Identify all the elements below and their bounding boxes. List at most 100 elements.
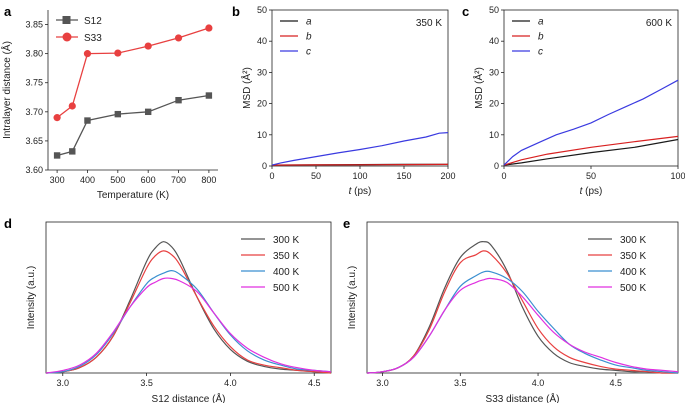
- panel-e-xtick-label: 4.0: [532, 378, 545, 388]
- panel-a-xlabel: Temperature (K): [97, 190, 169, 201]
- panel-b-ytick-label: 40: [257, 36, 267, 46]
- panel-d-frame: [45, 221, 332, 374]
- panel-a-xtick-label: 700: [171, 175, 186, 185]
- panel-b-ytick-label: 20: [257, 99, 267, 109]
- panel-c-xtick-label: 100: [670, 171, 685, 181]
- panel-d-ylabel: Intensity (a.u.): [26, 266, 37, 329]
- panel-label-a: a: [4, 4, 12, 19]
- panel-c-xlabel: t (ps): [580, 186, 603, 197]
- panel-c-xtick-label: 50: [586, 171, 596, 181]
- panel-label-e: e: [343, 216, 350, 231]
- data-point-S12: [53, 152, 61, 159]
- panel-e-ylabel: Intensity (a.u.): [347, 266, 358, 329]
- data-point-S12: [144, 108, 152, 116]
- legend-label-S12: S12: [84, 16, 102, 27]
- legend-label-300K: 300 K: [273, 235, 299, 246]
- panel-a-ytick-label: 3.65: [25, 136, 43, 146]
- panel-c-ylabel: MSD (Å²): [472, 67, 485, 109]
- panel-a-xtick-label: 400: [80, 175, 95, 185]
- data-point-S33: [174, 34, 183, 42]
- data-point-S33: [83, 50, 92, 58]
- panel-e-xtick-label: 3.0: [376, 378, 389, 388]
- panel-b-ytick-label: 30: [257, 67, 267, 77]
- legend-label-350K: 350 K: [273, 251, 299, 262]
- legend-label-500K: 500 K: [620, 283, 646, 294]
- panel-a-xtick-label: 500: [110, 175, 125, 185]
- panel-b-ytick-label: 10: [257, 130, 267, 140]
- panel-c-annotation: 600 K: [646, 18, 672, 29]
- panel-c-xlabel-unit: (ps): [582, 186, 602, 197]
- legend-label-a: a: [306, 17, 312, 28]
- data-point-S12: [175, 96, 182, 104]
- panel-d-xtick-label: 3.0: [57, 378, 70, 388]
- panel-b-ytick-label: 0: [262, 161, 267, 171]
- panel-c-xlabel-var: t: [580, 186, 584, 197]
- panel-d-xlabel: S12 distance (Å): [152, 392, 226, 403]
- panel-b-ytick-label: 50: [257, 5, 267, 15]
- legend-marker-S33: [62, 32, 72, 42]
- panel-e-xtick-label: 4.5: [610, 378, 623, 388]
- panel-b-xlabel-var: t: [349, 186, 353, 197]
- panel-b-xtick-label: 150: [396, 171, 411, 181]
- panel-d-xtick-label: 3.5: [140, 378, 153, 388]
- panel-b-annotation: 350 K: [416, 18, 442, 29]
- panel-a-ytick-label: 3.60: [25, 165, 43, 175]
- series-line-c: [271, 132, 449, 166]
- data-point-S33: [68, 102, 76, 110]
- panel-a-ytick-label: 3.80: [25, 49, 43, 59]
- series-line-350K: [366, 250, 679, 374]
- panel-b-xtick-label: 50: [311, 171, 321, 181]
- panel-a-xtick-label: 300: [50, 175, 65, 185]
- panel-b-xtick-label: 0: [269, 171, 274, 181]
- legend-label-a: a: [538, 17, 544, 28]
- data-point-S12: [84, 117, 91, 124]
- legend-label-c: c: [538, 47, 543, 58]
- panel-label-b: b: [232, 4, 240, 19]
- data-point-S33: [205, 24, 213, 32]
- series-line-500K: [45, 277, 332, 374]
- panel-b-xtick-label: 200: [440, 171, 455, 181]
- panel-a-ytick-label: 3.75: [25, 78, 43, 88]
- panel-c-ytick-label: 40: [489, 36, 499, 46]
- panel-b-xlabel-unit: (ps): [351, 186, 371, 197]
- legend-label-400K: 400 K: [273, 267, 299, 278]
- legend-marker-S12: [62, 16, 71, 24]
- panel-c-ytick-label: 30: [489, 67, 499, 77]
- panel-c-ytick-label: 50: [489, 5, 499, 15]
- series-line-a: [503, 138, 679, 166]
- series-line-500K: [366, 277, 679, 374]
- series-line-350K: [45, 250, 332, 374]
- legend-label-c: c: [306, 47, 311, 58]
- panel-d-xtick-label: 4.5: [308, 378, 321, 388]
- legend-label-300K: 300 K: [620, 235, 646, 246]
- panel-a-ytick-label: 3.85: [25, 20, 43, 30]
- panel-e-xlabel: S33 distance (Å): [486, 392, 560, 403]
- series-line-b: [271, 163, 449, 166]
- panel-b-xtick-label: 100: [352, 171, 367, 181]
- panel-a-ytick-label: 3.70: [25, 107, 43, 117]
- data-point-S33: [144, 42, 152, 50]
- data-point-S12: [69, 148, 76, 155]
- panel-c-ytick-label: 0: [494, 161, 499, 171]
- series-line-S12: [56, 94, 209, 157]
- panel-d-xtick-label: 4.0: [224, 378, 237, 388]
- legend-label-400K: 400 K: [620, 267, 646, 278]
- series-line-400K: [45, 269, 332, 374]
- data-point-S33: [114, 49, 122, 57]
- data-point-S33: [53, 114, 61, 122]
- legend-label-b: b: [306, 32, 312, 43]
- panel-c-xtick-label: 0: [501, 171, 506, 181]
- legend-label-S33: S33: [84, 33, 102, 44]
- panel-label-c: c: [462, 4, 469, 19]
- panel-c-frame: [503, 9, 679, 167]
- legend-label-350K: 350 K: [620, 251, 646, 262]
- series-line-S33: [56, 27, 210, 119]
- panel-c-ytick-label: 20: [489, 99, 499, 109]
- series-line-b: [503, 135, 679, 166]
- data-point-S12: [205, 92, 213, 99]
- legend-label-b: b: [538, 32, 544, 43]
- series-line-c: [503, 79, 679, 166]
- panel-a-ylabel: Intralayer distance (Å): [0, 41, 13, 139]
- panel-c-ytick-label: 10: [489, 130, 499, 140]
